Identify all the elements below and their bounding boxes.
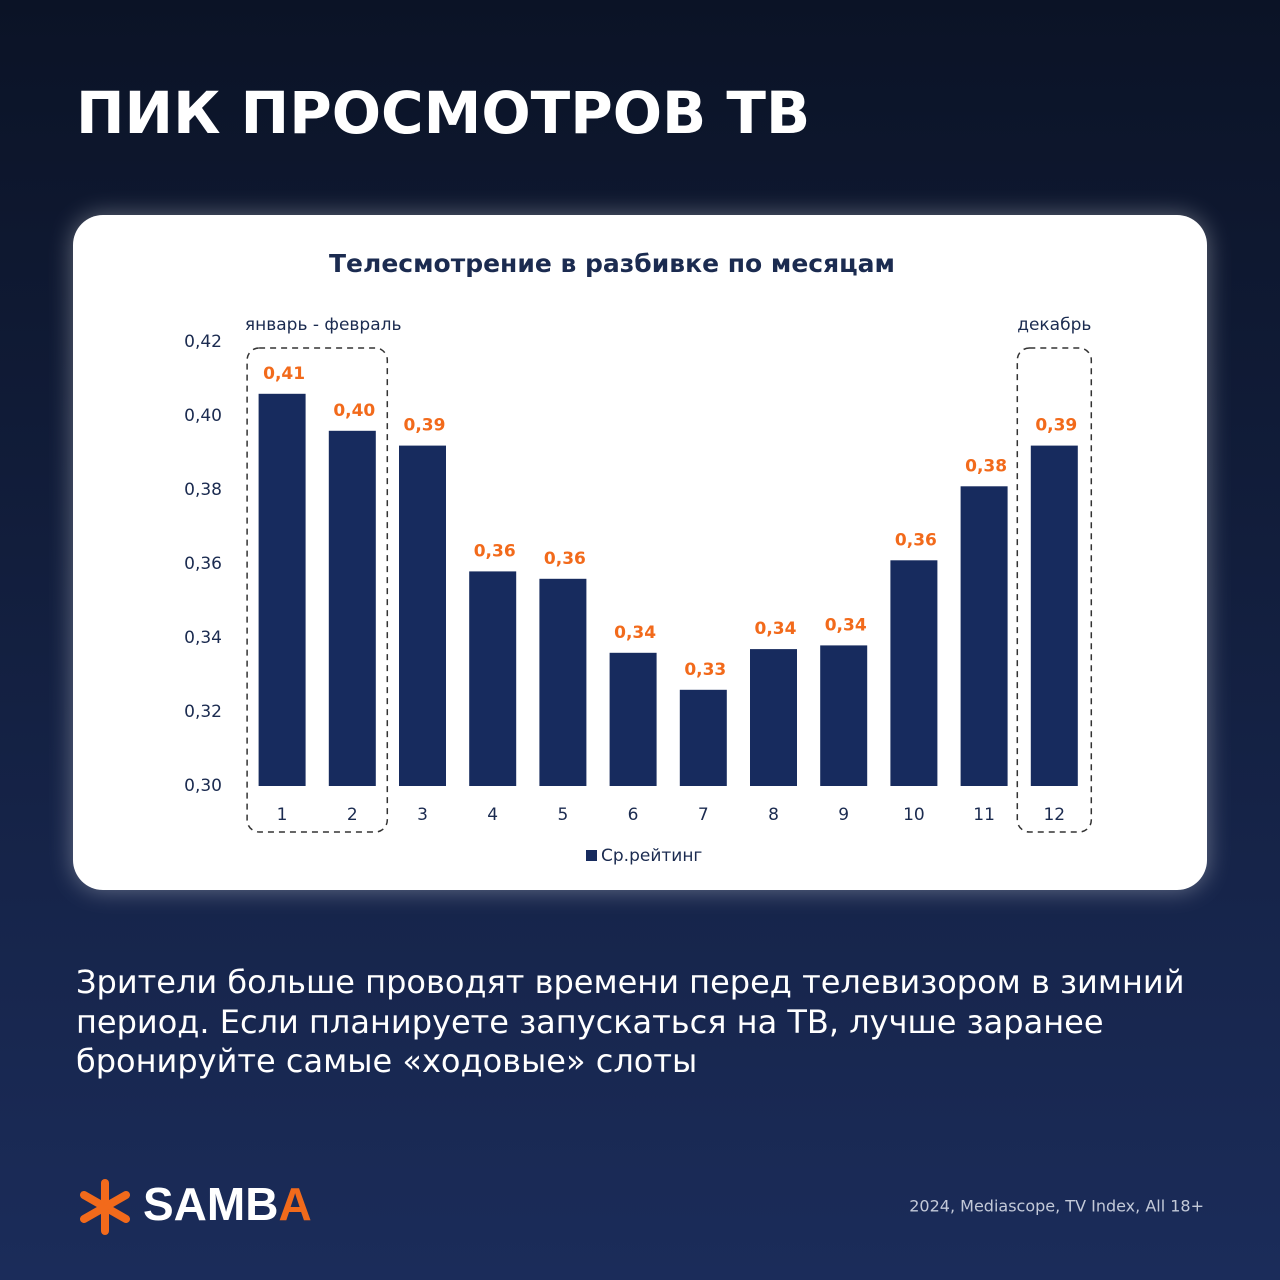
legend-label: Ср.рейтинг [601,846,702,866]
bar [328,430,376,786]
bar [679,689,727,786]
highlight-box [1016,347,1093,833]
bar [960,486,1008,786]
value-label: 0,34 [825,615,867,635]
x-tick-label: 1 [277,805,288,825]
bar [609,652,657,786]
y-tick-label: 0,42 [184,332,222,352]
value-label: 0,39 [1035,416,1077,436]
value-label: 0,36 [544,549,586,569]
x-tick-label: 4 [487,805,498,825]
chart-title: Телесмотрение в разбивке по месяцам [329,249,895,278]
annotation: январь - февраль [245,315,402,335]
y-tick-label: 0,34 [184,628,222,648]
bar [469,571,517,786]
y-tick-label: 0,32 [184,702,222,722]
bar [1030,445,1078,786]
value-label: 0,40 [333,401,375,421]
value-label: 0,33 [684,660,726,680]
logo: SAMBA [143,1178,312,1230]
x-tick-label: 6 [628,805,639,825]
body-line: Зрители больше проводят времени перед те… [76,963,1184,1001]
y-tick-label: 0,30 [184,776,222,796]
x-tick-label: 10 [903,805,925,825]
y-tick-label: 0,38 [184,480,222,500]
x-tick-label: 9 [838,805,849,825]
body-line: бронируйте самые «ходовые» слоты [76,1042,697,1080]
value-label: 0,34 [755,619,797,639]
bar [820,645,868,786]
annotation: декабрь [1017,315,1091,335]
value-label: 0,38 [965,456,1007,476]
highlight-box [246,347,389,833]
value-label: 0,41 [263,364,305,384]
x-tick-label: 11 [973,805,995,825]
value-label: 0,39 [404,416,446,436]
body-line: период. Если планируете запускаться на Т… [76,1003,1104,1041]
body-text: Зрители больше проводят времени перед те… [76,963,1184,1080]
bar [750,649,797,786]
logo-mark [80,1179,130,1235]
x-tick-label: 8 [768,805,779,825]
bar [258,393,306,786]
x-tick-label: 2 [347,805,358,825]
x-tick-label: 3 [417,805,428,825]
y-tick-label: 0,36 [184,554,222,574]
value-label: 0,36 [474,541,516,561]
x-tick-label: 5 [557,805,568,825]
plot: 0,300,320,340,360,380,400,421 2 3 4 5 6 7 8 9 10 1… [184,315,1093,866]
y-tick-label: 0,40 [184,406,222,426]
page-title: ПИК ПРОСМОТРОВ ТВ [76,79,810,147]
legend-swatch [586,850,597,861]
x-tick-label: 12 [1043,805,1065,825]
bar [539,578,587,786]
bar [399,445,446,786]
x-tick-label: 7 [698,805,709,825]
value-label: 0,36 [895,530,937,550]
value-label: 0,34 [614,623,656,643]
source: 2024, Mediascope, TV Index, All 18+ [909,1197,1204,1216]
bar [890,560,938,786]
